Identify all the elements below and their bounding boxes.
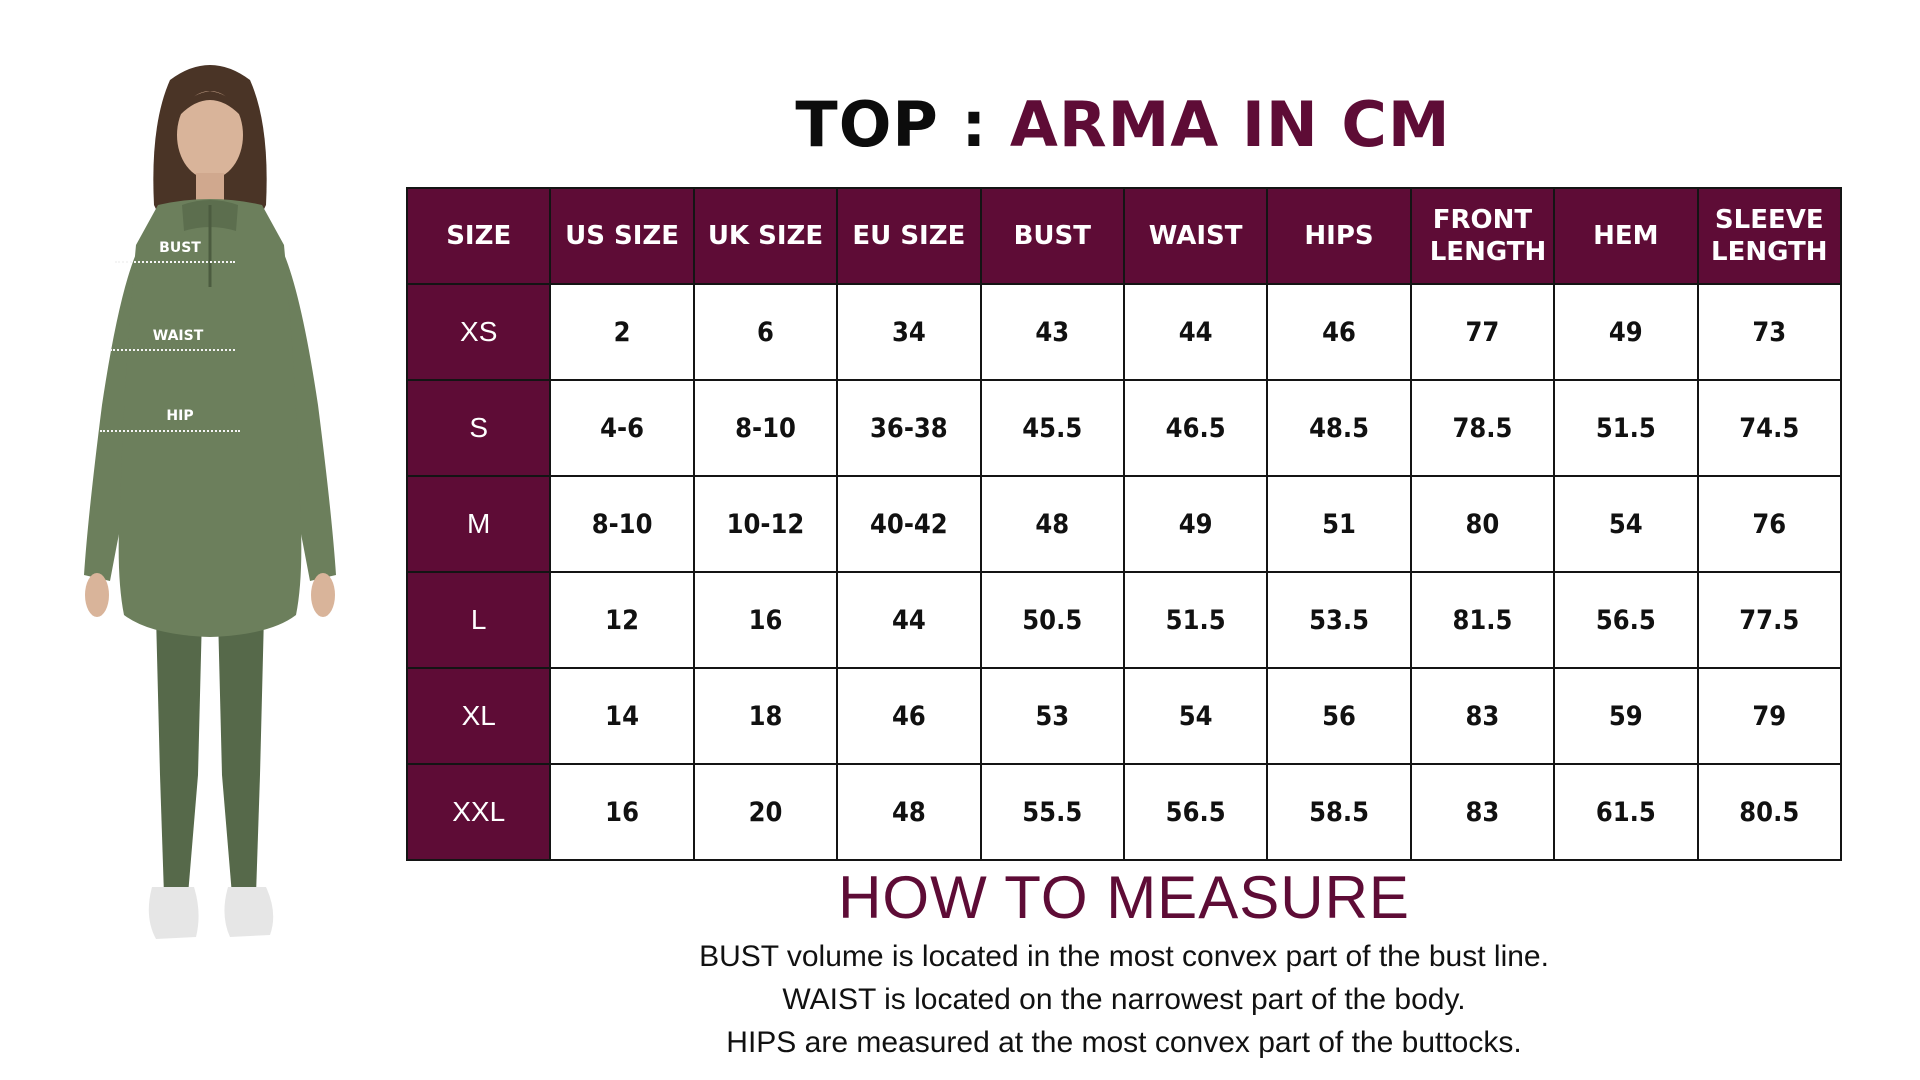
cell-size: XL — [405, 667, 552, 765]
table-row: L 12 16 44 50.5 51.5 53.5 81.5 56.5 77.5 — [405, 571, 1843, 669]
cell-hips: 58.5 — [1266, 763, 1412, 861]
cell-uk-size: 10-12 — [692, 475, 839, 573]
cell-uk-size: 18 — [692, 667, 839, 765]
cell-uk-size: 16 — [692, 571, 839, 669]
header-size: SIZE — [405, 187, 552, 285]
cell-hem: 56.5 — [1553, 571, 1699, 669]
cell-hips: 46 — [1266, 283, 1412, 381]
cell-hips: 48.5 — [1266, 379, 1412, 477]
cell-front-length: 83 — [1409, 763, 1556, 861]
header-us-size: US SIZE — [549, 187, 695, 285]
cell-size: L — [405, 571, 552, 669]
header-hips: HIPS — [1266, 187, 1412, 285]
cell-front-length: 77 — [1409, 283, 1556, 381]
cell-hips: 56 — [1266, 667, 1412, 765]
size-chart-table: SIZE US SIZE UK SIZE EU SIZE BUST WAIST … — [405, 187, 1843, 861]
cell-front-length: 80 — [1409, 475, 1556, 573]
cell-hips: 53.5 — [1266, 571, 1412, 669]
cell-us-size: 8-10 — [549, 475, 695, 573]
cell-uk-size: 8-10 — [692, 379, 839, 477]
model-illustration — [84, 65, 336, 939]
header-hem: HEM — [1553, 187, 1699, 285]
table-row: M 8-10 10-12 40-42 48 49 51 80 54 76 — [405, 475, 1843, 573]
cell-us-size: 14 — [549, 667, 695, 765]
cell-hem: 49 — [1553, 283, 1699, 381]
bust-line — [115, 261, 235, 263]
cell-uk-size: 6 — [692, 283, 839, 381]
title-prefix: TOP : — [795, 88, 988, 161]
cell-waist: 51.5 — [1122, 571, 1269, 669]
waist-line — [110, 349, 235, 351]
title-product: ARMA IN CM — [1009, 88, 1451, 161]
cell-sleeve-length: 76 — [1696, 475, 1843, 573]
cell-sleeve-length: 74.5 — [1696, 379, 1843, 477]
cell-hem: 51.5 — [1553, 379, 1699, 477]
table-row: S 4-6 8-10 36-38 45.5 46.5 48.5 78.5 51.5 74.5 — [405, 379, 1843, 477]
cell-uk-size: 20 — [692, 763, 839, 861]
table-header-row: SIZE US SIZE UK SIZE EU SIZE BUST WAIST … — [405, 187, 1843, 285]
header-eu-size: EU SIZE — [836, 187, 982, 285]
cell-eu-size: 44 — [836, 571, 982, 669]
cell-us-size: 12 — [549, 571, 695, 669]
cell-waist: 44 — [1122, 283, 1269, 381]
cell-sleeve-length: 77.5 — [1696, 571, 1843, 669]
cell-bust: 55.5 — [979, 763, 1125, 861]
cell-eu-size: 34 — [836, 283, 982, 381]
cell-hips: 51 — [1266, 475, 1412, 573]
header-sleeve-length: SLEEVE LENGTH — [1696, 187, 1843, 285]
hip-line — [100, 430, 240, 432]
cell-hem: 61.5 — [1553, 763, 1699, 861]
cell-size: S — [405, 379, 552, 477]
table-row: XXL 16 20 48 55.5 56.5 58.5 83 61.5 80.5 — [405, 763, 1843, 861]
cell-waist: 46.5 — [1122, 379, 1269, 477]
table-row: XL 14 18 46 53 54 56 83 59 79 — [405, 667, 1843, 765]
bust-label: BUST — [159, 240, 201, 256]
header-waist: WAIST — [1122, 187, 1269, 285]
waist-instruction: WAIST is located on the narrowest part o… — [782, 983, 1466, 1016]
how-to-measure-title: HOW TO MEASURE — [838, 864, 1410, 931]
cell-hem: 59 — [1553, 667, 1699, 765]
cell-waist: 56.5 — [1122, 763, 1269, 861]
cell-us-size: 16 — [549, 763, 695, 861]
cell-size: XXL — [405, 763, 552, 861]
header-front-length: FRONT LENGTH — [1409, 187, 1556, 285]
cell-eu-size: 36-38 — [836, 379, 982, 477]
cell-bust: 48 — [979, 475, 1125, 573]
cell-sleeve-length: 79 — [1696, 667, 1843, 765]
cell-front-length: 81.5 — [1409, 571, 1556, 669]
cell-waist: 54 — [1122, 667, 1269, 765]
cell-us-size: 2 — [549, 283, 695, 381]
cell-bust: 50.5 — [979, 571, 1125, 669]
cell-eu-size: 48 — [836, 763, 982, 861]
hips-instruction: HIPS are measured at the most convex par… — [726, 1026, 1522, 1059]
cell-size: M — [405, 475, 552, 573]
cell-bust: 53 — [979, 667, 1125, 765]
cell-sleeve-length: 73 — [1696, 283, 1843, 381]
header-bust: BUST — [979, 187, 1125, 285]
cell-bust: 45.5 — [979, 379, 1125, 477]
bust-instruction: BUST volume is located in the most conve… — [699, 940, 1549, 973]
how-to-measure-text: BUST volume is located in the most conve… — [406, 935, 1842, 1064]
cell-eu-size: 46 — [836, 667, 982, 765]
cell-waist: 49 — [1122, 475, 1269, 573]
cell-sleeve-length: 80.5 — [1696, 763, 1843, 861]
cell-front-length: 83 — [1409, 667, 1556, 765]
hip-label: HIP — [166, 408, 194, 424]
cell-size: XS — [405, 283, 552, 381]
model-photo: BUST WAIST HIP — [70, 55, 350, 1005]
cell-us-size: 4-6 — [549, 379, 695, 477]
cell-front-length: 78.5 — [1409, 379, 1556, 477]
waist-label: WAIST — [152, 328, 204, 344]
cell-eu-size: 40-42 — [836, 475, 982, 573]
table-row: XS 2 6 34 43 44 46 77 49 73 — [405, 283, 1843, 381]
cell-bust: 43 — [979, 283, 1125, 381]
header-uk-size: UK SIZE — [692, 187, 839, 285]
page-title: TOP : ARMA IN CM — [406, 94, 1840, 156]
cell-hem: 54 — [1553, 475, 1699, 573]
